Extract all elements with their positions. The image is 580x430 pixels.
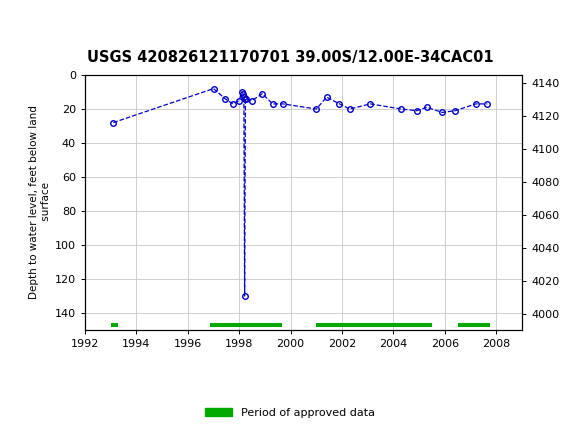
Y-axis label: Depth to water level, feet below land
 surface: Depth to water level, feet below land su… [29, 105, 50, 299]
Y-axis label: Groundwater level above NGVD 1929, feet: Groundwater level above NGVD 1929, feet [579, 91, 580, 314]
Text: ΞUSGS: ΞUSGS [3, 11, 70, 29]
Legend: Period of approved data: Period of approved data [200, 403, 380, 422]
Text: USGS 420826121170701 39.00S/12.00E-34CAC01: USGS 420826121170701 39.00S/12.00E-34CAC… [86, 50, 494, 65]
